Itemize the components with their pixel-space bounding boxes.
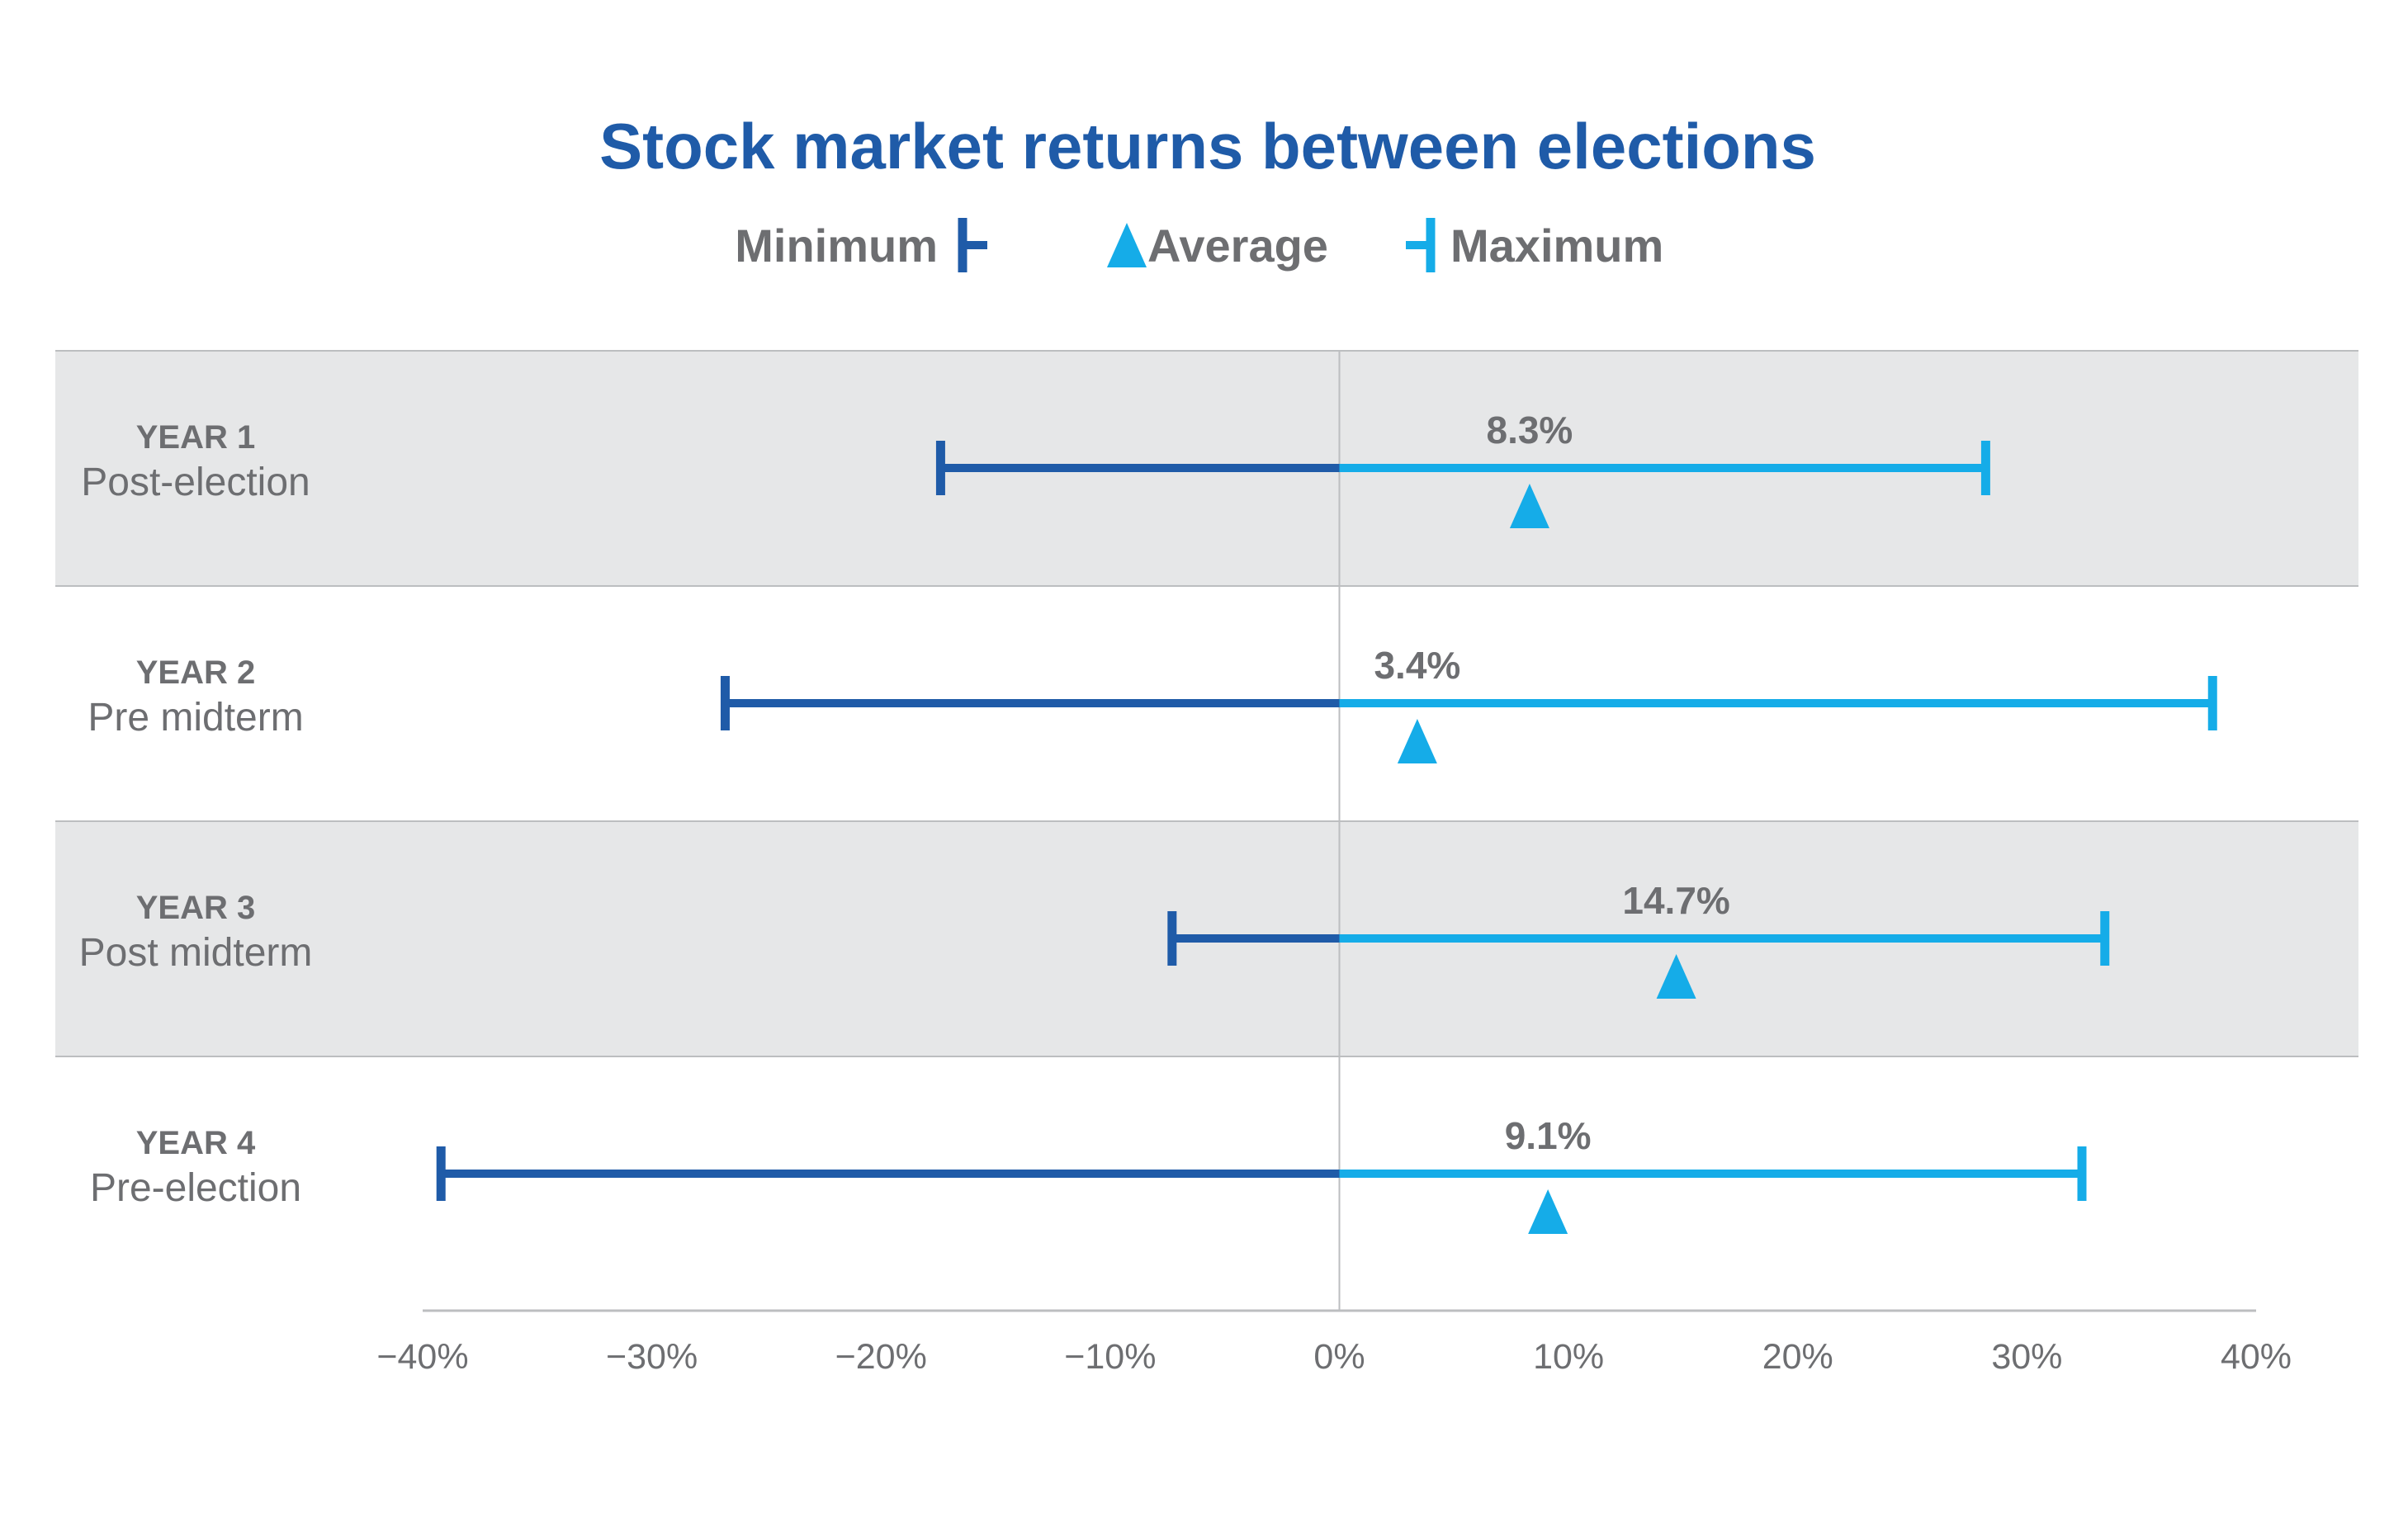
header: Stock market returns between elections M…: [599, 110, 1816, 272]
average-marker: [1528, 1189, 1568, 1234]
average-marker: [1656, 954, 1696, 999]
x-tick-label: 20%: [1762, 1337, 1833, 1377]
average-marker: [1509, 484, 1549, 528]
legend-label-maximum: Maximum: [1450, 220, 1663, 272]
average-value-label: 8.3%: [1486, 409, 1573, 451]
x-tick-label: −40%: [376, 1337, 468, 1377]
row-period-label: Pre midterm: [88, 696, 303, 740]
legend-label-minimum: Minimum: [735, 220, 938, 272]
row-year-label: YEAR 3: [136, 890, 256, 926]
row-period-label: Post-election: [81, 461, 310, 504]
legend: Minimum Average Maximum: [735, 218, 1663, 272]
average-value-label: 9.1%: [1505, 1114, 1592, 1157]
average-marker: [1397, 719, 1437, 763]
average-value-label: 3.4%: [1374, 644, 1460, 687]
row-year-label: YEAR 2: [136, 655, 256, 691]
chart-title: Stock market returns between elections: [599, 110, 1816, 182]
x-tick-label: 30%: [1991, 1337, 2062, 1377]
range-row: YEAR 4 Pre-election 9.1%: [90, 1114, 2087, 1234]
range-row: YEAR 1 Post-election 8.3%: [81, 409, 1990, 528]
x-tick-label: −30%: [606, 1337, 698, 1377]
range-row: YEAR 2 Pre midterm 3.4%: [88, 644, 2217, 763]
legend-label-average: Average: [1147, 220, 1328, 272]
row-year-label: YEAR 1: [136, 419, 256, 456]
x-tick-label: 40%: [2221, 1337, 2292, 1377]
average-value-label: 14.7%: [1622, 879, 1729, 922]
x-tick-label: −10%: [1064, 1337, 1156, 1377]
range-row: YEAR 3 Post midterm 14.7%: [79, 879, 2110, 999]
row-year-label: YEAR 4: [136, 1125, 256, 1161]
x-tick-label: 10%: [1533, 1337, 1604, 1377]
x-tick-label: −20%: [835, 1337, 927, 1377]
row-period-label: Pre-election: [90, 1166, 301, 1210]
row-period-label: Post midterm: [79, 931, 313, 975]
legend-average-icon: [1107, 223, 1147, 267]
rows: YEAR 1 Post-election 8.3% YEAR 2 Pre midterm…: [79, 409, 2217, 1234]
x-tick-label: 0%: [1313, 1337, 1365, 1377]
x-axis: −40% −30% −20% −10% 0% 10% 20% 30% 40%: [376, 1309, 2292, 1377]
